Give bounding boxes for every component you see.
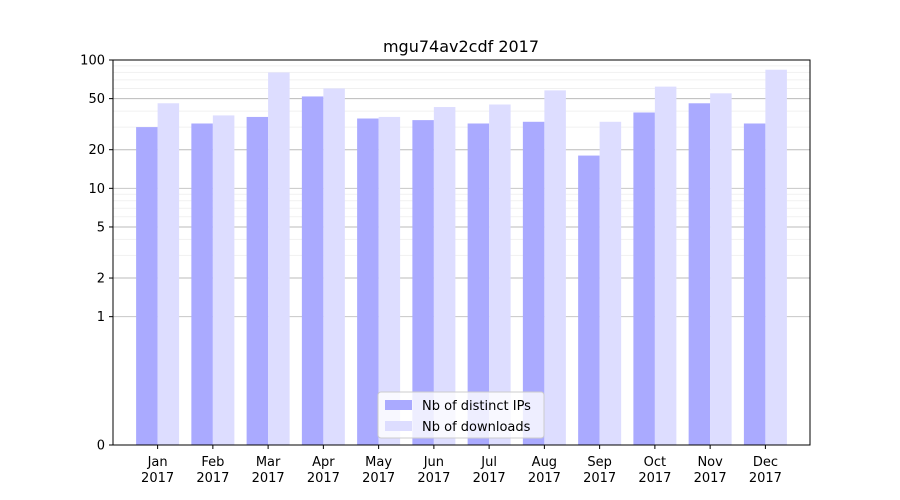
bar-distinct-ips <box>246 116 269 446</box>
x-tick-label-month: Mar <box>256 455 281 470</box>
x-tick-label-month: Feb <box>201 455 224 470</box>
x-tick-label-year: 2017 <box>196 471 229 486</box>
x-tick-label-year: 2017 <box>638 471 671 486</box>
bar-downloads <box>268 72 290 446</box>
bar-distinct-ips <box>578 155 600 445</box>
bars-layer <box>136 69 787 446</box>
x-tick-label-year: 2017 <box>252 471 285 486</box>
bar-downloads <box>654 86 677 445</box>
x-tick-label-month: Jan <box>147 455 168 470</box>
x-tick-label-year: 2017 <box>583 471 616 486</box>
bar-distinct-ips <box>633 112 655 445</box>
x-tick-label-year: 2017 <box>528 471 561 486</box>
bar-distinct-ips <box>191 123 213 446</box>
x-tick-label-month: Sep <box>587 455 612 470</box>
bar-downloads <box>433 107 456 446</box>
x-tick-label-year: 2017 <box>362 471 395 486</box>
x-tick-label-month: May <box>365 455 392 470</box>
bar-distinct-ips <box>467 123 490 446</box>
bar-distinct-ips <box>743 123 766 446</box>
bar-downloads <box>489 104 511 445</box>
legend-label: Nb of distinct IPs <box>422 399 531 414</box>
x-tick-label-year: 2017 <box>749 471 782 486</box>
bar-downloads <box>710 93 732 445</box>
x-tick-label-year: 2017 <box>141 471 174 486</box>
y-tick-label: 10 <box>88 182 105 197</box>
y-tick-label: 1 <box>97 310 105 325</box>
y-tick-label: 100 <box>80 54 105 69</box>
x-tick-label-month: Dec <box>753 455 778 470</box>
axes-layer: 0125102050100Jan2017Feb2017Mar2017Apr201… <box>80 54 811 486</box>
bar-downloads <box>544 90 566 445</box>
x-tick-label-month: Nov <box>697 455 723 470</box>
bar-distinct-ips <box>688 103 711 445</box>
bar-distinct-ips <box>412 120 434 446</box>
legend-swatch <box>385 421 412 431</box>
x-tick-label-month: Jun <box>423 455 444 470</box>
x-tick-label-year: 2017 <box>473 471 506 486</box>
y-tick-label: 20 <box>88 143 105 158</box>
bar-downloads <box>378 116 401 446</box>
bar-downloads <box>157 103 180 445</box>
y-tick-label: 2 <box>97 272 105 287</box>
legend-label: Nb of downloads <box>422 420 531 435</box>
y-tick-label: 0 <box>97 439 105 454</box>
x-tick-label-year: 2017 <box>307 471 340 486</box>
x-tick-label-year: 2017 <box>417 471 450 486</box>
x-tick-label-month: Aug <box>532 455 557 470</box>
y-tick-label: 5 <box>97 220 105 235</box>
x-tick-label-month: Jul <box>480 455 497 470</box>
legend-swatch <box>385 400 412 410</box>
x-tick-label-month: Apr <box>312 455 335 470</box>
legend: Nb of distinct IPs Nb of downloads <box>377 391 545 439</box>
bar-downloads <box>212 115 235 445</box>
bar-downloads <box>599 121 622 445</box>
bar-distinct-ips <box>136 127 158 445</box>
bar-downloads <box>323 88 345 446</box>
bar-downloads <box>765 69 787 445</box>
plot-frame <box>112 59 811 446</box>
bar-distinct-ips <box>301 96 324 446</box>
x-tick-label-month: Oct <box>644 455 666 470</box>
y-tick-label: 50 <box>88 92 105 107</box>
legend-box <box>377 391 545 439</box>
bar-distinct-ips <box>522 121 545 445</box>
chart-title: mgu74av2cdf 2017 <box>383 37 539 56</box>
x-tick-label-year: 2017 <box>694 471 727 486</box>
bar-distinct-ips <box>357 118 379 446</box>
